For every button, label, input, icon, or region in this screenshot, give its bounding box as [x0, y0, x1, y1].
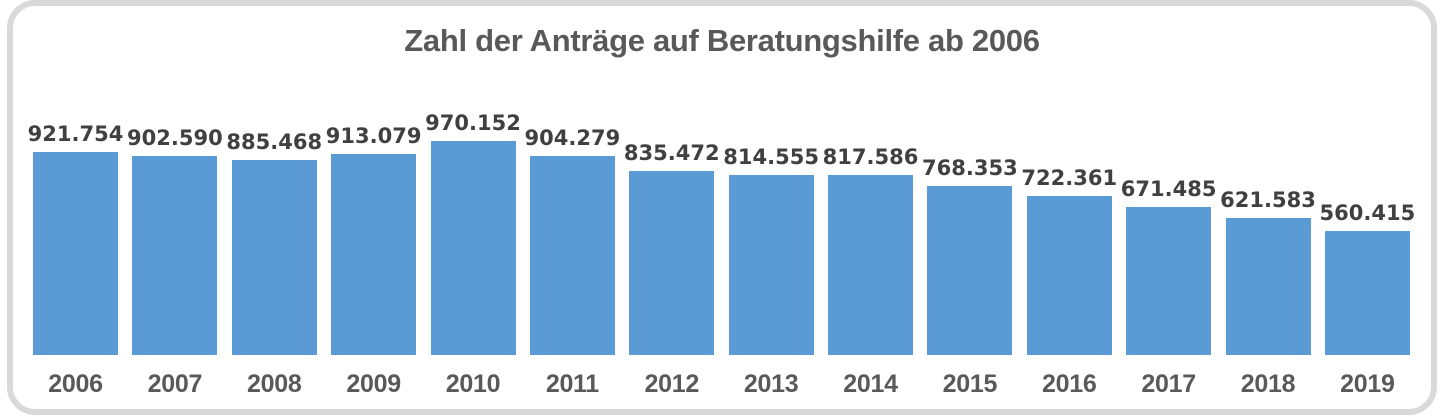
- x-tick-label: 2012: [644, 370, 700, 398]
- bar-group-2006: 921.754: [28, 122, 123, 355]
- x-tick-label: 2008: [247, 370, 302, 398]
- bar-value-label: 835.472: [623, 141, 720, 165]
- x-tick-label: 2009: [346, 370, 401, 398]
- x-tick-label: 2014: [843, 370, 898, 398]
- x-tick-label: 2019: [1340, 370, 1395, 398]
- bar-group-2018: 621.583: [1220, 188, 1316, 355]
- bar-value-label: 904.279: [524, 126, 621, 150]
- plot-area: 921.754 902.590 885.468 913.079 970.152 904.2…: [28, 6, 1415, 355]
- bar-group-2012: 835.472: [624, 141, 720, 355]
- bar-value-label: 560.415: [1319, 201, 1416, 225]
- x-tick-label: 2006: [48, 370, 103, 398]
- bar: [1026, 196, 1112, 355]
- bar-group-2015: 768.353: [922, 156, 1018, 355]
- bar-value-label: 921.754: [27, 122, 124, 146]
- x-tick-label: 2017: [1141, 370, 1196, 398]
- bar: [33, 152, 118, 355]
- bar-value-label: 902.590: [127, 126, 223, 150]
- bar-value-label: 671.485: [1120, 177, 1217, 201]
- bar-group-2008: 885.468: [226, 130, 322, 355]
- bar: [828, 175, 913, 355]
- bar: [927, 186, 1013, 355]
- bar-value-label: 913.079: [325, 124, 422, 148]
- bar: [231, 160, 317, 355]
- bar-group-2007: 902.590: [127, 126, 223, 355]
- bar-group-2019: 560.415: [1320, 201, 1415, 355]
- x-tick-label: 2011: [545, 370, 599, 398]
- bar: [132, 156, 218, 355]
- bar-group-2011: 904.279: [525, 126, 620, 355]
- x-tick-label: 2018: [1240, 370, 1296, 398]
- chart-frame: Zahl der Anträge auf Beratungshilfe ab 2…: [7, 0, 1437, 415]
- bar-value-label: 885.468: [226, 130, 323, 154]
- bar: [1126, 207, 1212, 355]
- x-tick-label: 2016: [1042, 370, 1097, 398]
- bar: [1324, 231, 1410, 355]
- bar-group-2010: 970.152: [425, 111, 521, 355]
- bar-value-label: 817.586: [822, 145, 919, 169]
- bar-group-2017: 671.485: [1121, 177, 1216, 355]
- bar-group-2016: 722.361: [1021, 166, 1117, 355]
- bar-group-2014: 817.586: [823, 145, 918, 355]
- bar-value-label: 970.152: [425, 111, 521, 135]
- x-tick-label: 2010: [445, 370, 501, 398]
- bar-group-2009: 913.079: [326, 124, 421, 355]
- bar: [1225, 218, 1311, 355]
- x-axis: 2006 2007 2008 2009 2010 2011 2012 2013 2014 2015…: [33, 370, 1410, 399]
- chart-title: Zahl der Anträge auf Beratungshilfe ab 2…: [404, 23, 1040, 58]
- bar: [728, 175, 814, 355]
- bar: [331, 154, 417, 355]
- bar-value-label: 621.583: [1220, 188, 1316, 212]
- x-tick-label: 2007: [147, 370, 203, 398]
- x-tick-label: 2013: [743, 370, 799, 398]
- bar: [430, 141, 516, 355]
- bar-value-label: 814.555: [723, 145, 819, 169]
- bar-value-label: 722.361: [1021, 166, 1118, 190]
- x-tick-label: 2015: [942, 370, 998, 398]
- bar: [629, 171, 715, 355]
- bar-value-label: 768.353: [922, 156, 1018, 180]
- bar: [529, 156, 615, 355]
- bar-group-2013: 814.555: [723, 145, 819, 355]
